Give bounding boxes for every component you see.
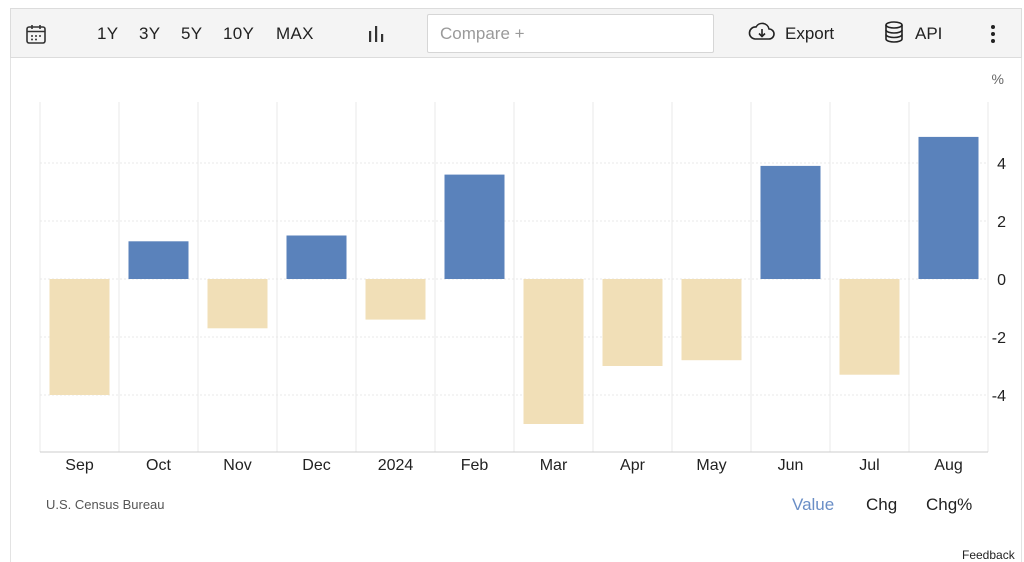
range-10y-button[interactable]: 10Y [223,24,255,43]
bar-positive [444,174,505,279]
chart-panel [10,8,1022,562]
y-tick-label: -2 [992,330,1006,347]
tab-chg-percent[interactable]: Chg% [926,495,973,514]
range-max-button[interactable]: MAX [276,24,314,43]
x-tick-label: Apr [620,457,646,474]
x-tick-label: Dec [302,457,330,474]
bar-positive [286,235,347,279]
export-label: Export [785,24,835,43]
database-icon [883,20,905,49]
x-tick-label: Jul [859,457,879,474]
x-tick-label: May [696,457,726,474]
y-unit-label: % [992,71,1004,87]
bar-negative [365,279,426,320]
x-tick-label: Oct [146,457,171,474]
cloud-download-icon [747,21,777,48]
x-tick-label: Sep [65,457,94,474]
x-tick-label: Jun [778,457,804,474]
y-tick-label: -4 [992,388,1006,405]
calendar-icon[interactable] [25,9,47,59]
x-tick-label: 2024 [378,457,414,474]
export-button[interactable]: Export [747,9,834,59]
bar-chart: Sep Oct Nov Dec 2024 Feb Mar Apr May Jun Jul Aug 4 2 0… [39,71,1006,474]
y-tick-label: 2 [997,214,1006,231]
x-tick-label: Nov [223,457,251,474]
x-tick-label: Mar [540,457,568,474]
api-button[interactable]: API [883,9,942,59]
bar-chart-icon[interactable] [365,9,387,59]
bar-negative [207,279,268,329]
compare-input[interactable] [427,14,714,53]
bar-negative [602,279,663,366]
x-tick-label: Feb [461,457,489,474]
y-tick-label: 4 [997,156,1006,173]
bar-negative [839,279,900,375]
tab-value[interactable]: Value [792,495,835,514]
chart-toolbar: 1Y 3Y 5Y 10Y MAX Export [10,8,1022,58]
bar-negative [681,279,742,361]
bar-positive [918,136,979,279]
bar-positive [128,241,189,279]
tab-chg[interactable]: Chg [866,495,898,514]
range-5y-button[interactable]: 5Y [181,24,203,43]
feedback-link[interactable]: Feedback [962,548,1015,562]
api-label: API [915,24,943,43]
bar-positive [760,165,821,279]
bar-negative [523,279,584,424]
range-3y-button[interactable]: 3Y [139,24,161,43]
x-tick-label: Aug [934,457,962,474]
more-vertical-icon[interactable] [989,9,997,59]
range-1y-button[interactable]: 1Y [97,24,119,43]
bar-negative [49,279,110,395]
source-label: U.S. Census Bureau [46,497,165,512]
y-tick-label: 0 [997,272,1006,289]
